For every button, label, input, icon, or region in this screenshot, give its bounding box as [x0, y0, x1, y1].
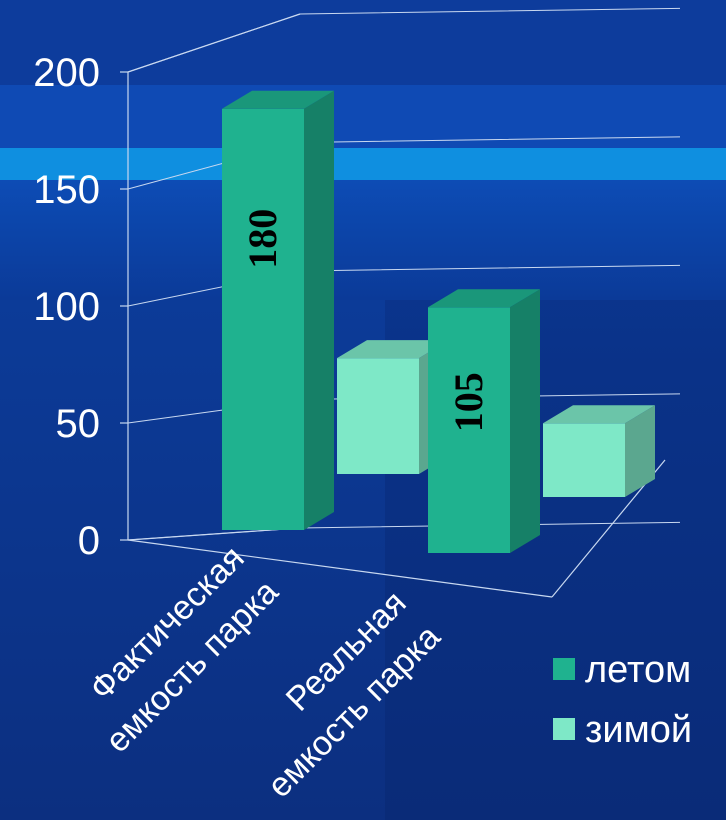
y-tick-label: 100	[33, 285, 100, 329]
background-band-highlight	[0, 148, 726, 180]
y-tick-label: 150	[33, 168, 100, 212]
legend-label: летом	[585, 649, 691, 691]
bar-data-label: 105	[446, 372, 491, 432]
bar-top-face	[222, 90, 334, 109]
bar-side-face	[304, 90, 334, 531]
bar-front-face	[428, 307, 510, 553]
chart-bars: 180 105	[222, 90, 655, 553]
floor-front-edge	[127, 539, 553, 598]
y-axis: 0 50 100 150 200	[33, 51, 128, 563]
bar-зимой-1	[543, 405, 655, 497]
gridline	[127, 521, 681, 541]
legend-item-зимой: зимой	[553, 709, 692, 751]
y-tick-label: 200	[33, 51, 100, 95]
chart-legend: летом зимой	[553, 649, 692, 751]
legend-swatch	[553, 718, 575, 740]
gridline	[127, 136, 681, 190]
legend-item-летом: летом	[553, 649, 691, 691]
bar-data-label: 180	[240, 209, 285, 269]
legend-swatch	[553, 658, 575, 680]
bar-side-face	[510, 289, 540, 553]
y-tick-label: 50	[56, 402, 101, 446]
gridline	[127, 7, 681, 73]
bar-летом-0: 180	[222, 90, 334, 531]
bar-front-face	[222, 108, 304, 531]
bar-top-face	[428, 289, 540, 308]
background-band-dark	[0, 0, 726, 85]
bar-летом-1: 105	[428, 289, 540, 553]
bar-top-face	[337, 340, 449, 359]
bar-front-face	[543, 423, 625, 497]
bar-side-face	[625, 405, 655, 497]
gridline	[127, 264, 681, 307]
background-band-lower	[0, 180, 726, 300]
y-tick-label: 0	[78, 519, 100, 563]
bar-top-face	[543, 405, 655, 424]
legend-label: зимой	[585, 709, 692, 751]
chart-grid	[127, 7, 681, 598]
bar-front-face	[337, 358, 419, 474]
